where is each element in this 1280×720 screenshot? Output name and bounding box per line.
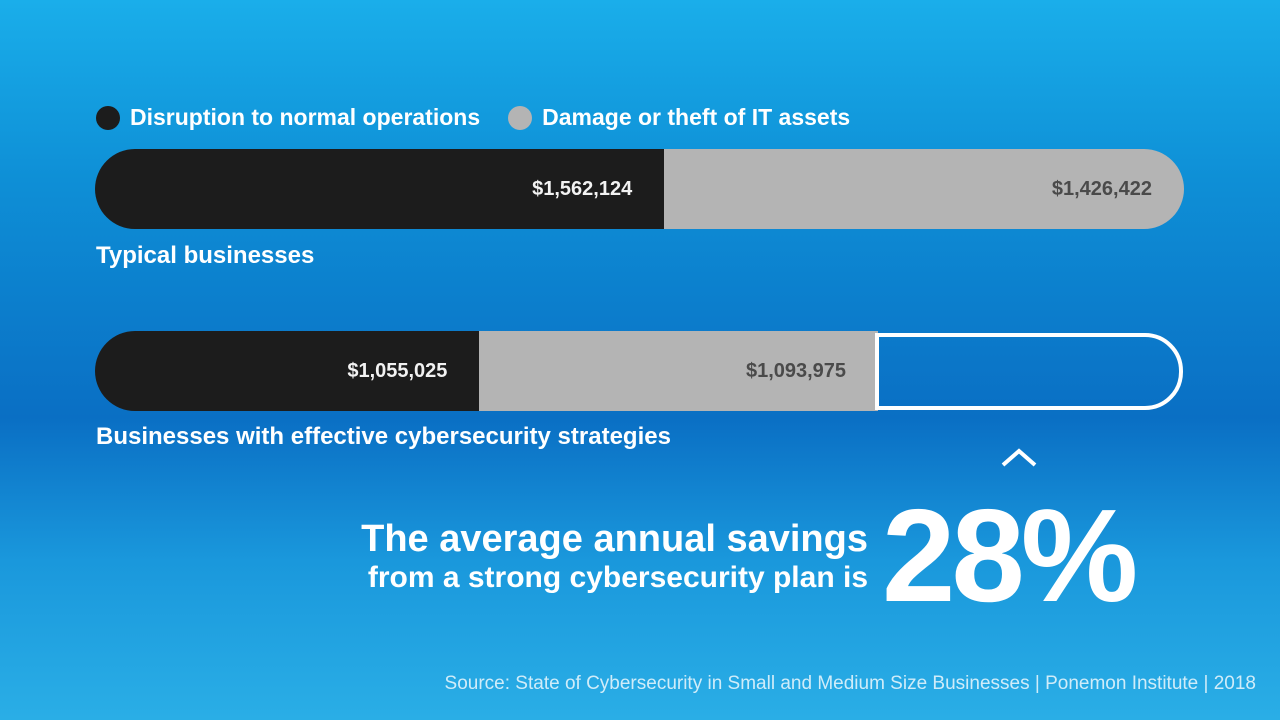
source-citation: Source: State of Cybersecurity in Small … — [444, 673, 1256, 694]
legend-swatch-damage — [508, 105, 533, 130]
savings-gap-outline — [875, 333, 1183, 410]
category-label-effective: Businesses with effective cybersecurity … — [96, 423, 671, 450]
bar-effective-businesses: $1,055,025 $1,093,975 — [95, 331, 1184, 411]
legend-label-disruption: Disruption to normal operations — [130, 104, 481, 130]
legend-item-damage: Damage or theft of IT assets — [508, 104, 850, 131]
data-label-effective-disruption: $1,055,025 — [347, 359, 448, 382]
data-label-typical-damage: $1,426,422 — [1051, 177, 1152, 200]
bar-segment-effective-damage: $1,093,975 — [479, 331, 879, 411]
savings-headline: The average annual savings from a strong… — [361, 517, 868, 595]
bar-segment-effective-disruption: $1,055,025 — [95, 331, 480, 411]
bar-segment-typical-damage: $1,426,422 — [664, 149, 1184, 229]
legend-swatch-disruption — [96, 105, 120, 130]
caret-up-icon — [1001, 448, 1037, 467]
bar-segment-typical-disruption: $1,562,124 — [95, 149, 665, 229]
category-label-typical: Typical businesses — [96, 242, 315, 269]
data-label-effective-damage: $1,093,975 — [745, 359, 847, 382]
legend-label-damage: Damage or theft of IT assets — [542, 104, 851, 130]
headline-line-2: from a strong cybersecurity plan is — [367, 561, 868, 594]
data-label-typical-disruption: $1,562,124 — [532, 177, 633, 200]
legend-item-disruption: Disruption to normal operations — [96, 104, 480, 131]
headline-line-1: The average annual savings — [361, 518, 868, 560]
savings-percentage: 28% — [882, 482, 1138, 629]
bar-typical-businesses: $1,562,124 $1,426,422 — [95, 149, 1184, 229]
chart-legend: Disruption to normal operations Damage o… — [96, 104, 878, 131]
